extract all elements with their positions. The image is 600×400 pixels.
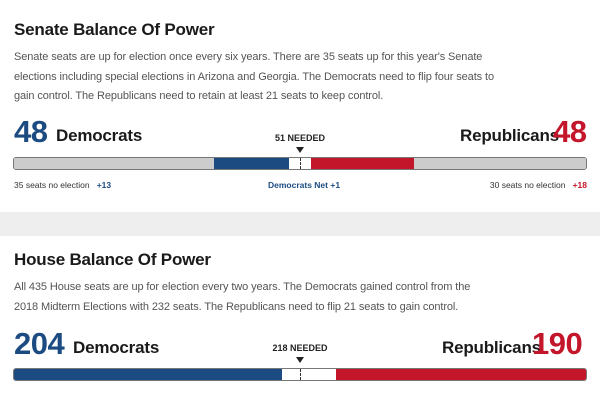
senate-dem-plus: +13: [96, 180, 112, 190]
house-undecided-segment: [282, 369, 337, 380]
house-majority-line: [300, 369, 301, 380]
senate-needed-label: 51 NEEDED: [274, 133, 326, 143]
senate-rep-no-election-segment: [414, 158, 586, 169]
house-rep-segment: [336, 369, 586, 380]
house-rep-count: 190: [532, 326, 583, 361]
senate-rep-count: 48: [553, 114, 587, 149]
senate-section: Senate Balance Of Power Senate seats are…: [13, 20, 587, 190]
senate-majority-line: [300, 158, 301, 169]
senate-description: Senate seats are up for election once ev…: [14, 51, 494, 102]
senate-needed-arrow-icon: [296, 147, 304, 153]
senate-dem-no-election-text: 35 seats no election: [14, 180, 90, 190]
senate-rep-no-election-text: 30 seats no election: [489, 180, 566, 190]
house-section: House Balance Of Power All 435 House sea…: [0, 236, 600, 400]
senate-rep-plus: +18: [572, 180, 587, 190]
senate-dem-count: 48: [14, 114, 48, 149]
senate-rep-label: Republicans: [460, 126, 559, 145]
senate-dem-label: Democrats: [56, 126, 143, 145]
senate-net-change: Democrats Net +1: [268, 180, 341, 190]
house-description: All 435 House seats are up for election …: [14, 281, 471, 313]
senate-rep-won-segment: [311, 158, 415, 169]
house-dem-count: 204: [14, 326, 65, 361]
section-divider: [0, 212, 600, 236]
senate-dem-no-election-note: 35 seats no election +13: [14, 181, 111, 190]
senate-dem-no-election-segment: [14, 158, 215, 169]
house-needed-arrow-icon: [296, 357, 304, 363]
senate-dem-won-segment: [214, 158, 289, 169]
senate-balance-bar: [13, 157, 587, 170]
house-rep-label: Republicans: [442, 338, 541, 357]
house-balance-bar: [13, 368, 587, 381]
house-dem-segment: [14, 369, 283, 380]
house-dem-label: Democrats: [73, 338, 160, 357]
senate-title: Senate Balance Of Power: [14, 20, 215, 39]
senate-undecided-segment: [288, 158, 312, 169]
house-title: House Balance Of Power: [14, 250, 211, 269]
senate-rep-no-election-note: 30 seats no election +18: [490, 181, 587, 190]
house-needed-label: 218 NEEDED: [272, 343, 328, 353]
